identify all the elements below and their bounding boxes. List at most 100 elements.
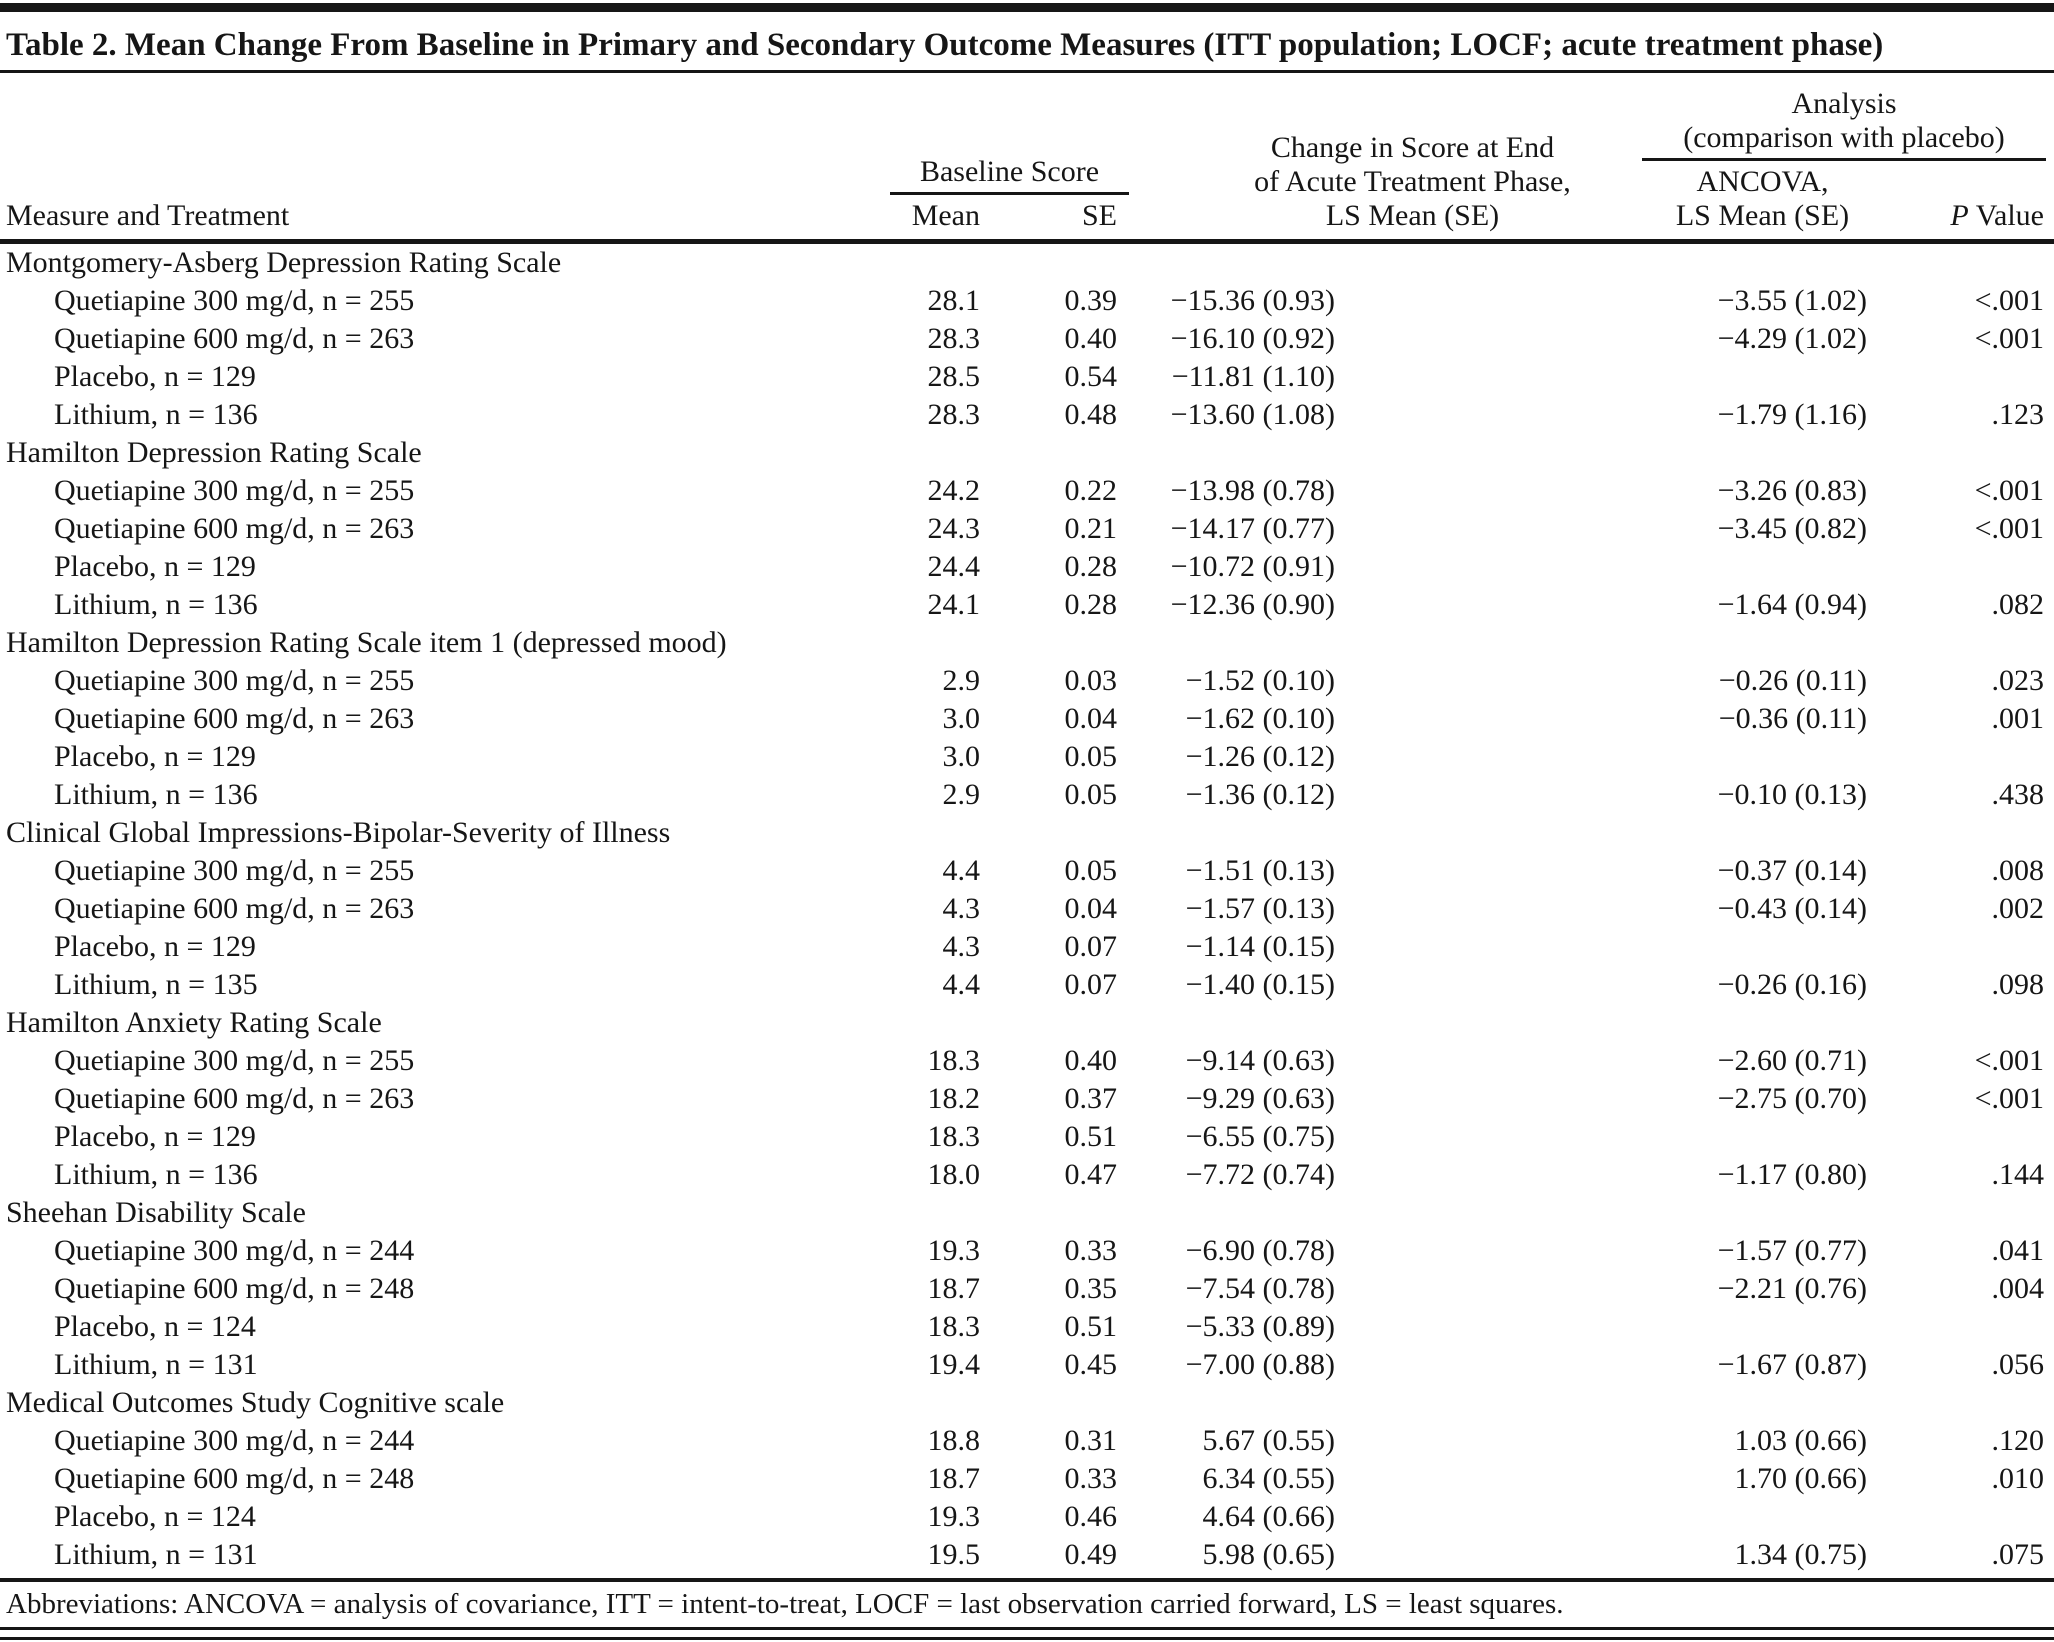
baseline-se-value: 0.51: [1064, 1310, 1118, 1343]
table-row: Placebo, n = 129 4.3 0.07 −1.14 (0.15): [0, 928, 2054, 966]
table-row: Placebo, n = 129 3.0 0.05 −1.26 (0.12): [0, 738, 2054, 776]
p-value: <.001: [1974, 1082, 2044, 1115]
header-analysis-label: Analysis (comparison with placebo): [1642, 87, 2046, 161]
section-label: Hamilton Depression Rating Scale: [6, 436, 422, 469]
treatment-label: Lithium, n = 136: [54, 398, 258, 431]
change-score-value: −1.51 (0.13): [1185, 854, 1335, 887]
p-value: [1905, 738, 2054, 776]
p-value: .075: [1991, 1538, 2045, 1571]
p-value: [1905, 548, 2054, 586]
baseline-se-value: 0.03: [1064, 664, 1118, 697]
baseline-mean-value: 3.0: [942, 702, 981, 735]
section-label: Hamilton Depression Rating Scale item 1 …: [6, 626, 727, 659]
change-score-value: −1.62 (0.10): [1185, 702, 1335, 735]
table-row: Placebo, n = 124 18.3 0.51 −5.33 (0.89): [0, 1308, 2054, 1346]
p-value: [1905, 1308, 2054, 1346]
ancova-ls-mean-value: [1620, 1498, 1905, 1536]
header-p-value: P Value: [1905, 199, 2054, 233]
baseline-mean-value: 18.3: [927, 1310, 981, 1343]
baseline-mean-value: 18.0: [927, 1158, 981, 1191]
baseline-se-value: 0.47: [1064, 1158, 1118, 1191]
treatment-label: Quetiapine 300 mg/d, n = 255: [54, 1044, 415, 1077]
treatment-label: Quetiapine 600 mg/d, n = 263: [54, 892, 415, 925]
p-value: .123: [1991, 398, 2045, 431]
treatment-label: Quetiapine 300 mg/d, n = 244: [54, 1424, 415, 1457]
table-row: Placebo, n = 129 24.4 0.28 −10.72 (0.91): [0, 548, 2054, 586]
treatment-label: Quetiapine 300 mg/d, n = 255: [54, 474, 415, 507]
p-value: [1905, 358, 2054, 396]
section-row: Hamilton Anxiety Rating Scale: [0, 1004, 2054, 1042]
baseline-se-value: 0.21: [1064, 512, 1118, 545]
change-score-value: −1.36 (0.12): [1185, 778, 1335, 811]
baseline-mean-value: 24.2: [927, 474, 981, 507]
baseline-mean-value: 18.7: [927, 1462, 981, 1495]
baseline-mean-value: 18.8: [927, 1424, 981, 1457]
p-value: .041: [1991, 1234, 2045, 1267]
treatment-label: Placebo, n = 124: [54, 1500, 256, 1533]
baseline-se-value: 0.28: [1064, 550, 1118, 583]
treatment-label: Lithium, n = 136: [54, 1158, 258, 1191]
ancova-ls-mean-value: −1.57 (0.77): [1717, 1234, 1867, 1267]
p-value: <.001: [1974, 474, 2044, 507]
header-ancova-line-2: LS Mean (SE): [1675, 199, 1850, 232]
table-row: Quetiapine 600 mg/d, n = 248 18.7 0.33 6.34…: [0, 1460, 2054, 1498]
section-label: Hamilton Anxiety Rating Scale: [6, 1006, 382, 1039]
change-score-value: −16.10 (0.92): [1170, 322, 1335, 355]
ancova-ls-mean-value: −0.26 (0.16): [1717, 968, 1867, 1001]
header-p-value-rest: Value: [1968, 199, 2044, 232]
change-score-value: −1.26 (0.12): [1185, 740, 1335, 773]
ancova-ls-mean-value: −2.21 (0.76): [1717, 1272, 1867, 1305]
baseline-se-value: 0.39: [1064, 284, 1118, 317]
change-score-value: −1.57 (0.13): [1185, 892, 1335, 925]
treatment-label: Placebo, n = 129: [54, 740, 256, 773]
ancova-ls-mean-value: 1.34 (0.75): [1734, 1538, 1867, 1571]
ancova-ls-mean-value: −0.10 (0.13): [1717, 778, 1867, 811]
table-row: Lithium, n = 136 28.3 0.48 −13.60 (1.08) −1.…: [0, 396, 2054, 434]
table-row: Quetiapine 600 mg/d, n = 263 28.3 0.40 −16.…: [0, 320, 2054, 358]
ancova-ls-mean-value: −2.75 (0.70): [1717, 1082, 1867, 1115]
table-row: Quetiapine 600 mg/d, n = 248 18.7 0.35 −7.5…: [0, 1270, 2054, 1308]
table-row: Lithium, n = 131 19.5 0.49 5.98 (0.65) 1.34 …: [0, 1536, 2054, 1574]
treatment-label: Quetiapine 600 mg/d, n = 248: [54, 1272, 415, 1305]
header-analysis-subrow: ANCOVA, LS Mean (SE) P Value: [1620, 165, 2054, 239]
baseline-mean-value: 18.7: [927, 1272, 981, 1305]
p-value: <.001: [1974, 1044, 2044, 1077]
treatment-label: Placebo, n = 129: [54, 930, 256, 963]
treatment-label: Placebo, n = 129: [54, 1120, 256, 1153]
change-score-value: −5.33 (0.89): [1185, 1310, 1335, 1343]
table-row: Quetiapine 600 mg/d, n = 263 24.3 0.21 −14.…: [0, 510, 2054, 548]
treatment-label: Placebo, n = 124: [54, 1310, 256, 1343]
change-score-value: −1.40 (0.15): [1185, 968, 1335, 1001]
p-value: .082: [1991, 588, 2045, 621]
baseline-se-value: 0.40: [1064, 322, 1118, 355]
table-title: Table 2. Mean Change From Baseline in Pr…: [6, 27, 1884, 63]
baseline-mean-value: 4.4: [942, 968, 981, 1001]
p-value: [1905, 1118, 2054, 1156]
treatment-label: Quetiapine 600 mg/d, n = 248: [54, 1462, 415, 1495]
change-score-value: −13.98 (0.78): [1170, 474, 1335, 507]
treatment-label: Quetiapine 600 mg/d, n = 263: [54, 512, 415, 545]
baseline-se-value: 0.31: [1064, 1424, 1118, 1457]
treatment-label: Quetiapine 600 mg/d, n = 263: [54, 322, 415, 355]
table-row: Lithium, n = 136 24.1 0.28 −12.36 (0.90) −1.…: [0, 586, 2054, 624]
change-score-value: −6.55 (0.75): [1185, 1120, 1335, 1153]
change-score-value: −12.36 (0.90): [1170, 588, 1335, 621]
table-row: Quetiapine 300 mg/d, n = 244 18.8 0.31 5.67…: [0, 1422, 2054, 1460]
bottom-rule-2: [0, 1637, 2054, 1640]
ancova-ls-mean-value: −1.67 (0.87): [1717, 1348, 1867, 1381]
p-value: .056: [1991, 1348, 2045, 1381]
table-header: Measure and Treatment Baseline Score Mea…: [0, 73, 2054, 244]
change-score-value: −11.81 (1.10): [1171, 360, 1335, 393]
ancova-ls-mean-value: −0.26 (0.11): [1718, 664, 1867, 697]
p-value: .001: [1991, 702, 2045, 735]
header-baseline-subrow: Mean SE: [890, 199, 1135, 239]
baseline-mean-value: 4.3: [942, 930, 981, 963]
header-change-in-score: Change in Score at End of Acute Treatmen…: [1135, 73, 1620, 244]
baseline-mean-value: 24.4: [927, 550, 981, 583]
p-value: .120: [1991, 1424, 2045, 1457]
header-se: SE: [1081, 199, 1117, 232]
baseline-se-value: 0.48: [1064, 398, 1118, 431]
section-label: Medical Outcomes Study Cognitive scale: [6, 1386, 505, 1419]
change-score-value: −1.52 (0.10): [1185, 664, 1335, 697]
table-row: Lithium, n = 135 4.4 0.07 −1.40 (0.15) −0.26…: [0, 966, 2054, 1004]
